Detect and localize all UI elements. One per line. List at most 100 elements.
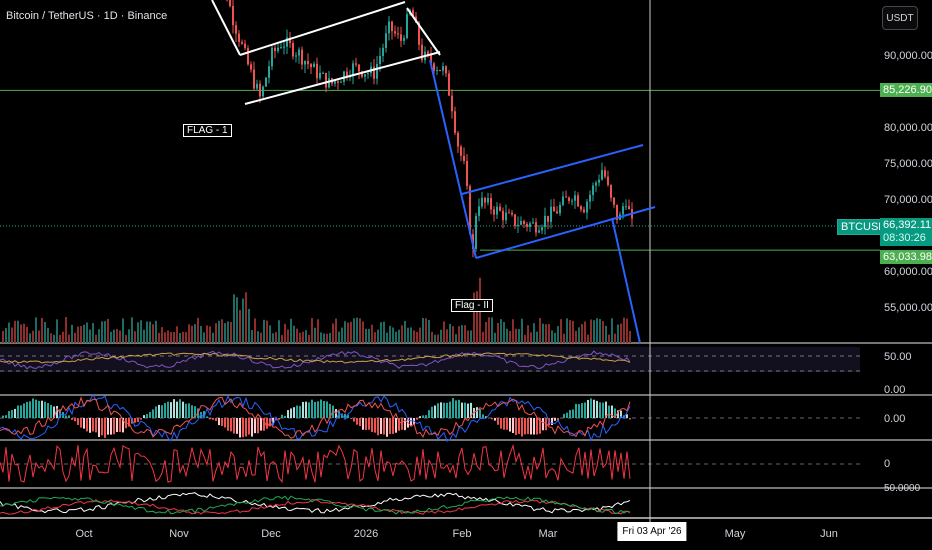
volume-bar: [116, 328, 118, 343]
last-price-tag: 66,392.11 08:30:26: [880, 218, 932, 246]
macd-histogram-bar: [185, 403, 187, 418]
volume-bar: [332, 323, 334, 343]
volume-bar: [26, 326, 28, 343]
candle-body: [334, 81, 336, 84]
candle-body: [385, 33, 387, 48]
macd-histogram-bar: [155, 406, 157, 418]
last-price: 66,392.11: [883, 219, 932, 231]
volume-bar: [260, 332, 262, 343]
flag1-channel-bottom: [244, 51, 441, 105]
candle-body: [589, 194, 591, 202]
volume-bar: [554, 332, 556, 343]
volume-bar: [311, 317, 313, 343]
volume-bar: [569, 320, 571, 343]
volume-bar: [23, 323, 25, 343]
volume-bar: [596, 318, 598, 343]
volume-bar: [536, 331, 538, 343]
macd-histogram-bar: [587, 399, 589, 418]
flag1-channel-top: [239, 1, 406, 56]
macd-histogram-bar: [251, 418, 253, 437]
flag-2-label[interactable]: Flag - II: [451, 299, 493, 312]
volume-bar: [164, 332, 166, 343]
macd-histogram-bar: [284, 415, 286, 418]
macd-histogram-bar: [32, 398, 34, 418]
time-label: Mar: [538, 528, 558, 540]
volume-bar: [302, 331, 304, 343]
volume-bar: [410, 327, 412, 343]
candle-body: [421, 44, 423, 61]
candle-body: [316, 63, 318, 79]
volume-bar: [92, 323, 94, 343]
candle-body: [379, 55, 381, 64]
macd-histogram-bar: [542, 418, 544, 431]
flag2-channel-bottom: [475, 206, 656, 259]
candle-body: [529, 223, 531, 227]
macd-histogram-bar: [527, 418, 529, 435]
volume-bar: [581, 324, 583, 343]
rsi-band: [0, 347, 860, 372]
crosshair-time-label: Fri 03 Apr '26: [617, 522, 687, 541]
volume-bar: [188, 324, 190, 343]
candle-body: [394, 31, 396, 34]
volume-bar: [53, 334, 55, 343]
candle-body: [499, 206, 501, 211]
candle-body: [412, 10, 414, 17]
countdown: 08:30:26: [883, 232, 926, 244]
macd-histogram-bar: [107, 418, 109, 435]
time-label: Jun: [820, 528, 838, 540]
macd-histogram-bar: [602, 402, 604, 418]
macd-histogram-bar: [446, 402, 448, 418]
time-label: Nov: [169, 528, 189, 540]
volume-bar: [32, 330, 34, 343]
volume-bar: [338, 331, 340, 343]
candle-body: [532, 222, 534, 224]
macd-histogram-bar: [410, 418, 412, 426]
candle-body: [238, 33, 240, 42]
macd-histogram-bar: [503, 418, 505, 430]
macd-histogram-bar: [377, 418, 379, 436]
volume-bar: [389, 325, 391, 343]
volume-bar: [467, 330, 469, 343]
flag-1-label[interactable]: FLAG - 1: [183, 124, 232, 137]
macd-histogram-bar: [614, 408, 616, 418]
candle-body: [574, 195, 576, 201]
candle-body: [346, 71, 348, 78]
volume-bar: [434, 334, 436, 343]
volume-bar: [317, 319, 319, 343]
candle-body: [364, 74, 366, 77]
candle-body: [541, 227, 543, 231]
macd-histogram-bar: [44, 401, 46, 418]
price-label: 70,000.00: [884, 194, 932, 206]
macd-histogram-bar: [500, 418, 502, 429]
volume-bar: [323, 333, 325, 343]
volume-bar: [521, 318, 523, 343]
candle-body: [586, 201, 588, 213]
volume-bar: [593, 320, 595, 343]
currency-button[interactable]: USDT: [882, 6, 918, 30]
macd-histogram-bar: [116, 418, 118, 433]
macd-histogram-bar: [71, 418, 73, 420]
volume-bar: [416, 331, 418, 343]
volume-bar: [590, 319, 592, 343]
candle-body: [265, 77, 267, 87]
volume-bar: [542, 323, 544, 343]
volume-bar: [617, 324, 619, 343]
volume-bar: [329, 332, 331, 343]
macd-histogram-bar: [392, 418, 394, 434]
rsi-scale-label-low: 0.00: [884, 384, 906, 396]
candle-body: [559, 204, 561, 214]
volume-bar: [611, 318, 613, 343]
volume-bar: [2, 330, 4, 343]
macd-histogram-bar: [179, 399, 181, 418]
candle-body: [478, 206, 480, 216]
volume-bar: [131, 317, 133, 343]
macd-histogram-bar: [215, 418, 217, 421]
price-label: 55,000.00: [884, 302, 932, 314]
candle-body: [445, 66, 447, 74]
candle-body: [283, 46, 285, 48]
macd-histogram-bar: [80, 418, 82, 428]
macd-histogram-bar: [494, 418, 496, 421]
volume-bar: [458, 326, 460, 343]
candle-body: [232, 6, 234, 26]
